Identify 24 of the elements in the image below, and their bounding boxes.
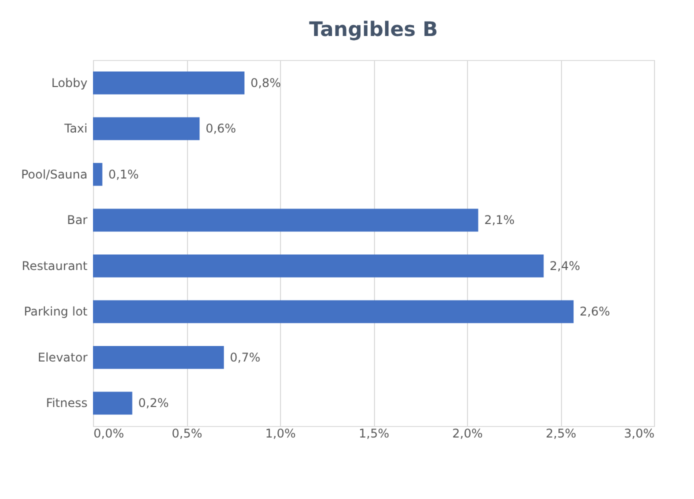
y-tick-label: Pool/Sauna	[21, 167, 88, 182]
x-tick-label: 0,0%	[94, 426, 124, 440]
x-tick-label: 2,5%	[546, 426, 576, 440]
y-tick-label: Restaurant	[22, 258, 88, 273]
x-tick-label: 0,5%	[172, 426, 202, 440]
y-tick-label: Taxi	[63, 122, 88, 136]
data-label: 0,7%	[230, 350, 260, 364]
data-label: 2,4%	[550, 258, 580, 273]
data-label: 2,1%	[484, 213, 515, 228]
data-label: 2,6%	[580, 304, 610, 319]
x-tick-label: 2,0%	[452, 426, 483, 440]
x-tick-label: 1,5%	[358, 426, 390, 440]
y-tick-label: Elevator	[38, 350, 88, 364]
data-label: 0,6%	[206, 122, 236, 136]
y-tick-label: Fitness	[46, 396, 88, 410]
x-tick-label: 3,0%	[624, 426, 654, 440]
y-tick-label: Parking lot	[24, 304, 88, 319]
data-label: 0,8%	[250, 76, 281, 90]
chart-title: Tangibles B	[309, 17, 438, 41]
data-label: 0,1%	[108, 167, 139, 182]
y-tick-label: Lobby	[51, 76, 88, 90]
y-tick-label: Bar	[66, 213, 88, 228]
data-label: 0,2%	[138, 396, 169, 410]
x-tick-label: 1,0%	[265, 426, 296, 440]
